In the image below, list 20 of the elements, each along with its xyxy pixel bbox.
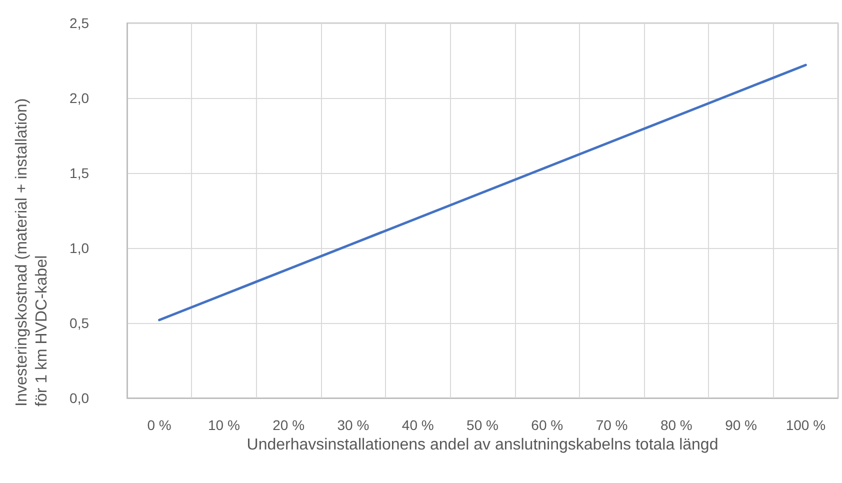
y-tick-label: 1,0 <box>70 240 90 256</box>
line-series <box>158 64 807 322</box>
x-tick-label: 30 % <box>337 417 370 433</box>
y-tick-label: 0,0 <box>70 390 90 406</box>
x-axis-title: Underhavsinstallationens andel av anslutningskabelns totala längd <box>246 436 718 454</box>
x-tick-label: 70 % <box>596 417 628 433</box>
x-tick-label: 20 % <box>272 417 305 433</box>
x-tick-label: 60 % <box>531 417 564 433</box>
y-tick-label: 2,0 <box>70 90 90 106</box>
x-tick-label: 0 % <box>147 417 172 433</box>
x-tick-label: 40 % <box>402 417 434 433</box>
y-axis-title: Investeringskostnad (material + installation) för 1 km HVDC-kabel <box>14 94 50 406</box>
y-tick-label: 2,5 <box>70 15 90 31</box>
x-tick-label: 80 % <box>660 417 692 433</box>
x-tick-label: 90 % <box>725 417 758 433</box>
y-tick-label: 0,5 <box>70 315 90 331</box>
x-tick-label: 10 % <box>208 417 240 433</box>
y-tick-label: 1,5 <box>70 165 90 181</box>
x-tick-label: 100 % <box>786 417 826 433</box>
x-tick-label: 50 % <box>466 417 498 433</box>
